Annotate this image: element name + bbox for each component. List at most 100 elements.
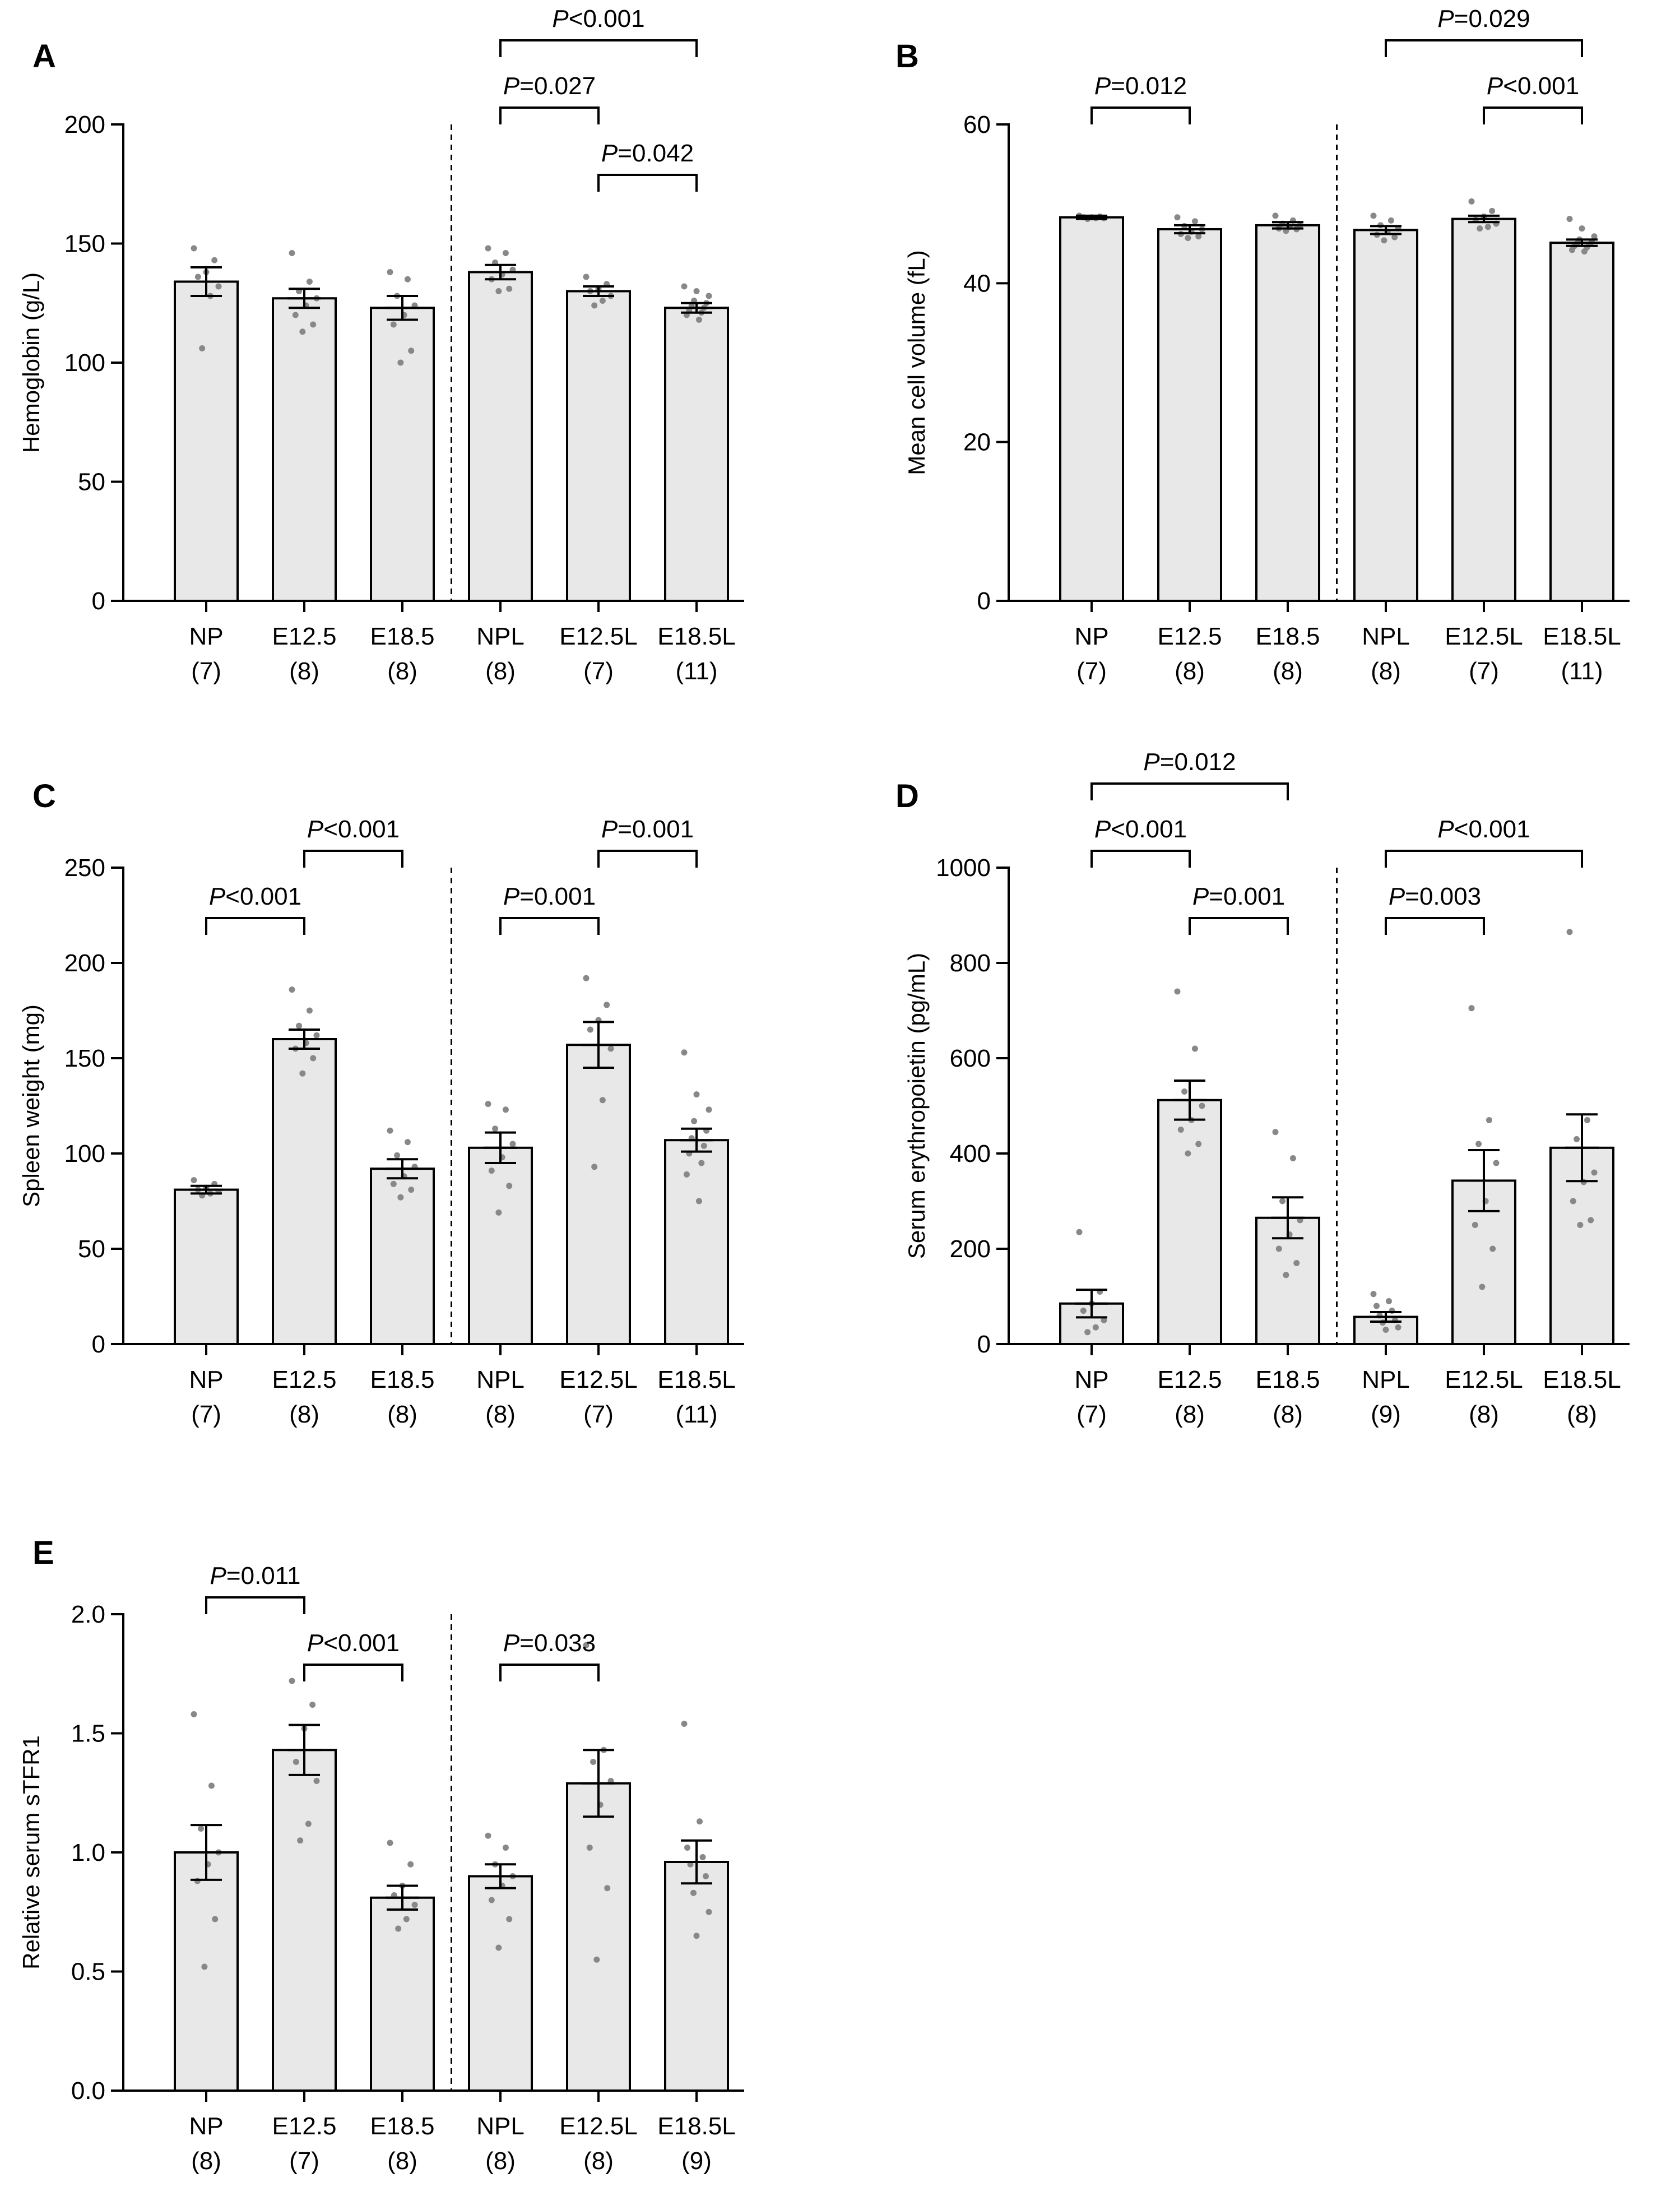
data-point xyxy=(390,1180,397,1187)
bar-NPL xyxy=(468,1146,533,1346)
data-point xyxy=(1101,1317,1107,1323)
data-point xyxy=(693,288,700,294)
data-point xyxy=(583,975,590,981)
bar-E12.5 xyxy=(272,297,337,602)
significance-bracket xyxy=(205,1596,305,1614)
data-point xyxy=(502,1845,509,1851)
y-axis-title: Relative serum sTFR1 xyxy=(18,1735,44,1970)
data-point xyxy=(306,279,313,285)
significance-bracket xyxy=(1090,782,1289,800)
x-count-label: (8) xyxy=(485,2147,516,2175)
data-point xyxy=(1195,233,1202,240)
significance-bracket xyxy=(499,917,600,935)
p-value-label: P=0.012 xyxy=(1094,72,1187,100)
y-tick-label: 50 xyxy=(78,469,105,496)
data-point xyxy=(387,1840,393,1846)
data-point xyxy=(1092,1324,1099,1331)
data-point xyxy=(1177,1127,1184,1133)
panel-b: B 0 20 40 60 Mean cell volume (fL) NP (7) E12.5 (… xyxy=(895,5,1630,685)
bar-NP xyxy=(174,280,239,602)
x-count-label: (8) xyxy=(289,1401,319,1428)
data-point xyxy=(1568,247,1575,253)
y-tick-label: 800 xyxy=(950,949,991,977)
data-point xyxy=(310,1055,317,1062)
panel-letter: A xyxy=(33,38,56,75)
y-tick-label: 2.0 xyxy=(71,1601,105,1628)
x-count-label: (11) xyxy=(676,1401,718,1428)
y-tick-label: 1000 xyxy=(936,854,991,882)
y-tick-label: 0 xyxy=(977,587,991,615)
data-point xyxy=(1591,1169,1598,1176)
data-point xyxy=(599,298,606,304)
data-point xyxy=(706,293,712,299)
data-point xyxy=(1489,1245,1496,1252)
x-tick-label: NP xyxy=(189,2112,223,2140)
x-count-label: (8) xyxy=(485,1401,516,1428)
x-tick-label: NP xyxy=(1074,623,1108,650)
bar-E12.5L xyxy=(566,1044,631,1345)
data-point xyxy=(191,245,197,252)
data-point xyxy=(408,1187,415,1193)
y-tick-label: 0 xyxy=(92,1331,105,1358)
significance-bracket xyxy=(1090,850,1191,868)
y-tick-label: 600 xyxy=(950,1045,991,1072)
significance-bracket xyxy=(303,850,403,868)
data-point xyxy=(1174,214,1181,221)
data-point xyxy=(411,1902,418,1908)
data-point xyxy=(703,1873,709,1879)
x-tick-label: E12.5L xyxy=(559,623,637,650)
data-point xyxy=(199,345,206,351)
data-point xyxy=(1174,988,1181,995)
data-point xyxy=(394,1152,401,1159)
x-count-label: (7) xyxy=(191,1401,221,1428)
significance-bracket xyxy=(1385,39,1583,57)
x-tick-label: E12.5 xyxy=(272,1366,337,1393)
x-count-label: (9) xyxy=(681,2147,712,2175)
data-point xyxy=(502,250,509,256)
x-tick-label: E12.5 xyxy=(1158,1366,1222,1393)
data-point xyxy=(583,274,590,280)
data-point xyxy=(191,1711,197,1717)
p-value-label: P=0.033 xyxy=(503,1629,596,1657)
significance-bracket xyxy=(205,917,305,935)
data-point xyxy=(1283,1272,1289,1278)
p-value-label: P<0.001 xyxy=(1437,816,1530,843)
panel-letter: D xyxy=(895,778,919,814)
x-tick-label: E18.5 xyxy=(370,1366,435,1393)
x-tick-label: NPL xyxy=(476,1366,525,1393)
data-point xyxy=(309,1702,316,1708)
y-tick-label: 150 xyxy=(64,230,105,258)
data-point xyxy=(1185,1150,1191,1157)
data-point xyxy=(485,245,491,252)
data-point xyxy=(506,285,513,292)
data-point xyxy=(208,1782,215,1789)
data-point xyxy=(587,1026,593,1033)
bar-NPL xyxy=(468,271,533,602)
data-point xyxy=(1272,1129,1279,1136)
p-value-label: P=0.027 xyxy=(503,72,596,100)
data-point xyxy=(1387,217,1394,224)
data-point xyxy=(681,1049,688,1056)
p-value-label: P=0.011 xyxy=(210,1562,301,1590)
y-tick-label: 150 xyxy=(64,1045,105,1072)
bar-E18.5 xyxy=(370,1896,435,2092)
data-point xyxy=(1076,1229,1083,1235)
x-count-label: (8) xyxy=(387,1401,417,1428)
data-point xyxy=(1484,224,1491,230)
p-value-label: P=0.042 xyxy=(601,140,694,167)
data-point xyxy=(1574,1136,1580,1142)
x-tick-label: NPL xyxy=(476,2112,525,2140)
x-count-label: (7) xyxy=(1469,657,1499,685)
data-point xyxy=(604,1885,611,1892)
x-tick-label: E12.5 xyxy=(272,2112,337,2140)
y-tick-label: 1.5 xyxy=(71,1720,105,1748)
y-tick-label: 0.5 xyxy=(71,1958,105,1986)
data-point xyxy=(1191,218,1198,225)
data-point xyxy=(695,317,702,323)
data-point xyxy=(1489,207,1496,214)
panel-letter: E xyxy=(33,1535,54,1571)
p-value-label: P=0.029 xyxy=(1437,5,1530,33)
y-axis-title: Serum erythropoietin (pg/mL) xyxy=(903,953,930,1259)
data-point xyxy=(1272,212,1279,219)
